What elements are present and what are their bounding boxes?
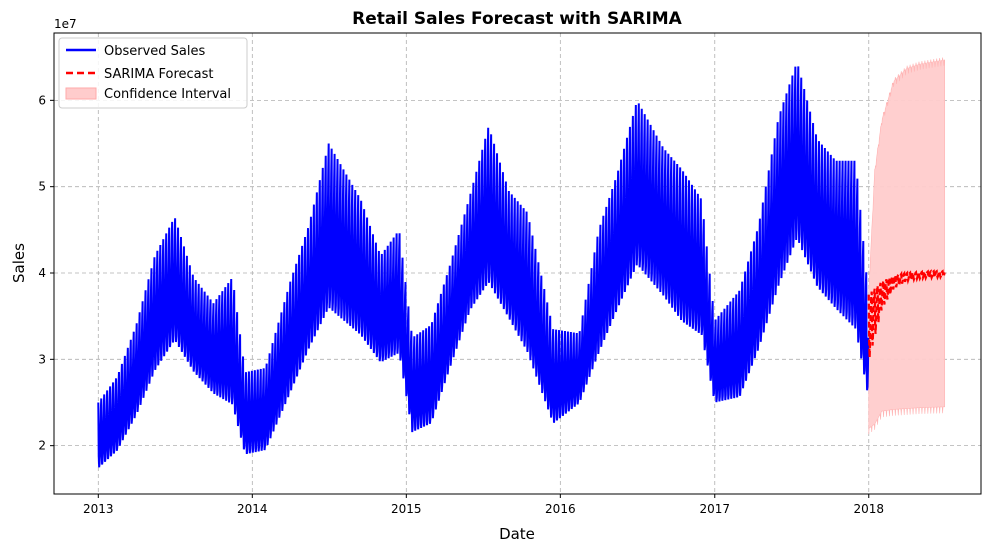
legend-box	[58, 37, 248, 109]
x-axis-ticks: 2013 2014 2015 2016 2017 2018	[83, 494, 884, 516]
chart-title: Retail Sales Forecast with SARIMA	[352, 9, 683, 29]
y-tick-label: 2	[38, 439, 46, 453]
y-tick-label: 5	[38, 180, 46, 194]
legend-confidence-swatch	[65, 87, 97, 100]
y-axis-ticks: 2 3 4 5 6	[38, 93, 54, 453]
legend: Observed Sales SARIMA Forecast Confidenc…	[58, 37, 248, 109]
x-tick-label: 2015	[391, 502, 422, 516]
x-tick-label: 2013	[83, 502, 114, 516]
forecast-layer	[867, 269, 946, 358]
x-tick-label: 2014	[237, 502, 268, 516]
sarima-forecast-line	[867, 269, 946, 358]
confidence-interval-layer	[868, 57, 946, 435]
observed-sales-line	[97, 66, 870, 468]
y-axis-scale-label: 1e7	[54, 17, 77, 31]
plot-frame	[53, 32, 982, 495]
legend-confidence-label: Confidence Interval	[104, 87, 231, 102]
y-axis-label: Sales	[10, 243, 28, 283]
x-tick-label: 2018	[853, 502, 884, 516]
confidence-interval-band	[868, 57, 946, 435]
y-tick-label: 6	[38, 93, 46, 107]
legend-forecast-label: SARIMA Forecast	[104, 67, 214, 82]
x-tick-label: 2017	[699, 502, 730, 516]
x-axis-label: Date	[499, 525, 535, 543]
legend-observed-label: Observed Sales	[104, 44, 206, 59]
observed-sales-layer	[97, 66, 870, 468]
x-tick-label: 2016	[545, 502, 576, 516]
y-tick-label: 3	[38, 352, 46, 366]
y-tick-label: 4	[38, 266, 46, 280]
